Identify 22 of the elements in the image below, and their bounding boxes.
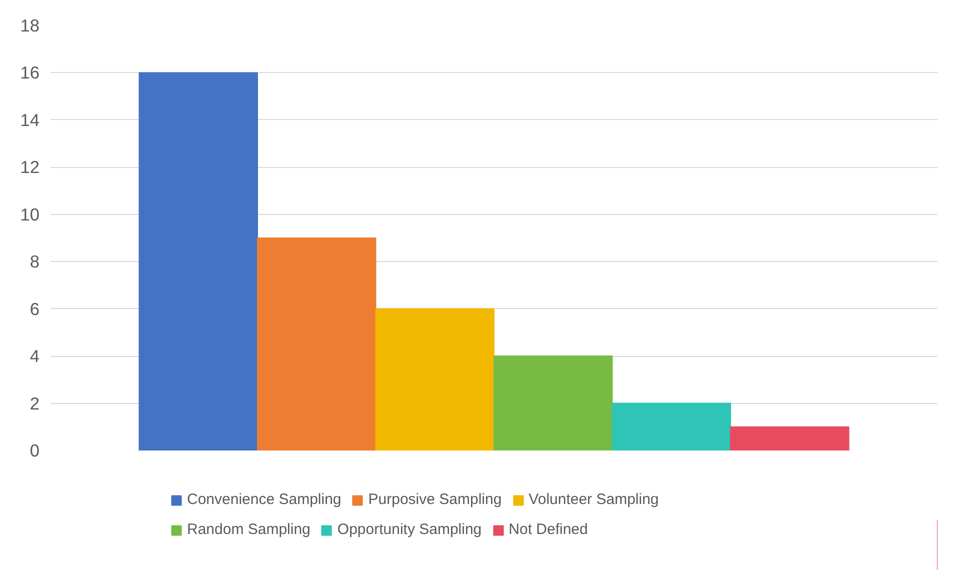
y-tick-label: 0 <box>30 440 40 460</box>
legend-label: Not Defined <box>508 521 588 538</box>
y-tick-label: 2 <box>30 393 40 414</box>
bar <box>256 238 376 450</box>
legend-label: Opportunity Sampling <box>337 521 482 538</box>
legend-label: Random Sampling <box>187 521 310 538</box>
y-tick-label: 12 <box>20 157 40 178</box>
bar <box>375 308 494 450</box>
y-tick-label: 10 <box>20 204 40 224</box>
bar <box>494 356 613 450</box>
y-tick-label: 8 <box>30 252 40 272</box>
legend-label: Volunteer Sampling <box>528 491 659 508</box>
bar <box>138 72 258 450</box>
y-tick-label: 14 <box>20 110 40 130</box>
y-tick-label: 18 <box>20 16 40 36</box>
y-tick-label: 6 <box>30 298 40 319</box>
y-tick-label: 4 <box>30 346 40 366</box>
legend-label: Convenience Sampling <box>187 491 342 508</box>
bar <box>612 402 732 450</box>
legend-label: Purposive Sampling <box>368 491 502 508</box>
bar <box>730 426 850 450</box>
y-tick-label: 16 <box>20 62 40 83</box>
